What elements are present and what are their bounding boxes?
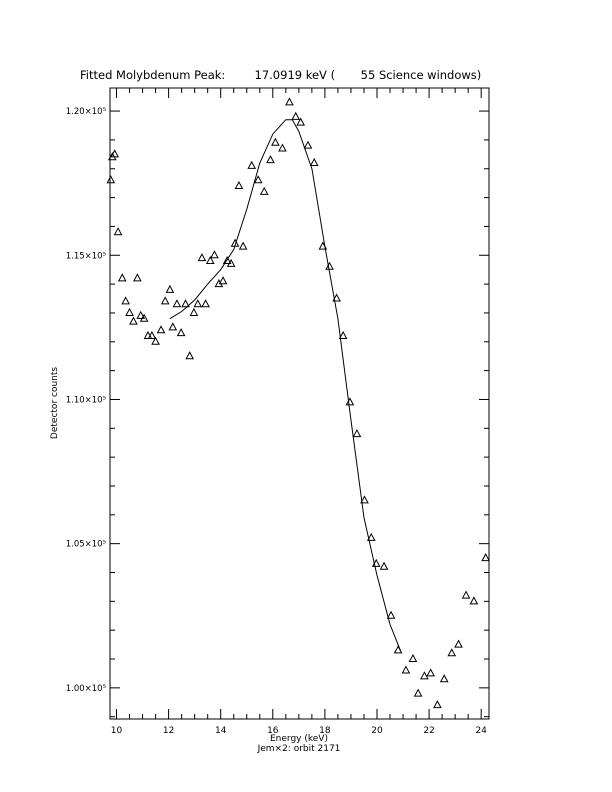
data-point: [318, 241, 328, 250]
data-point: [113, 227, 123, 236]
x-tick-label: 18: [319, 726, 331, 736]
data-point: [454, 639, 463, 648]
data-point: [420, 671, 429, 680]
data-point: [433, 700, 442, 709]
data-point: [278, 143, 287, 152]
data-point: [408, 653, 418, 663]
data-point: [393, 645, 403, 654]
data-point: [110, 149, 120, 158]
data-point: [386, 610, 396, 619]
data-point: [121, 296, 130, 305]
chart-title: Fitted Molybdenum Peak: 17.0919 keV ( 55…: [80, 68, 481, 82]
data-point: [366, 532, 376, 541]
data-point: [226, 258, 236, 267]
y-tick-label: 1.10×10⁵: [66, 395, 106, 405]
data-point: [352, 429, 362, 438]
data-point: [129, 316, 138, 325]
data-point: [439, 674, 449, 683]
data-point: [201, 299, 210, 308]
data-point: [136, 310, 146, 319]
data-point: [271, 137, 280, 146]
data-point: [247, 160, 257, 169]
data-point: [139, 313, 149, 322]
data-point: [222, 255, 232, 265]
data-point: [338, 330, 348, 340]
x-tick-label: 24: [475, 726, 487, 736]
data-point: [168, 322, 178, 331]
data-point: [303, 140, 313, 149]
data-point: [461, 590, 471, 599]
y-tick-label: 1.05×10⁵: [66, 540, 106, 550]
data-point: [285, 97, 294, 106]
data-point: [176, 328, 186, 337]
data-point: [413, 688, 423, 697]
data-point: [469, 596, 479, 605]
data-point: [189, 307, 199, 316]
y-tick-label: 1.00×10⁵: [66, 684, 106, 694]
data-point: [172, 299, 182, 308]
data-point: [117, 273, 127, 282]
x-axis-label: Energy (keV): [270, 734, 328, 744]
data-point: [234, 180, 244, 190]
x-tick-label: 16: [267, 726, 279, 736]
data-point: [401, 665, 411, 674]
data-point: [133, 273, 142, 282]
data-point: [181, 299, 190, 308]
y-tick-label: 1.15×10⁵: [66, 251, 106, 261]
data-point: [210, 250, 219, 259]
data-point: [345, 397, 355, 406]
data-point: [230, 238, 240, 247]
data-point: [371, 558, 381, 567]
x-tick-label: 12: [163, 726, 174, 736]
data-point: [360, 495, 369, 504]
chart-subtitle: Jem×2: orbit 2171: [257, 744, 341, 754]
data-point: [147, 330, 157, 340]
data-point: [332, 293, 341, 302]
plot-frame: [109, 87, 490, 720]
x-tick-label: 14: [215, 726, 227, 736]
data-point: [447, 648, 457, 657]
data-point: [151, 336, 160, 345]
data-point: [106, 175, 116, 184]
data-point: [218, 276, 228, 285]
data-point: [266, 155, 275, 164]
data-point: [160, 296, 170, 305]
data-point: [238, 241, 248, 250]
data-point: [193, 299, 203, 308]
x-tick-label: 20: [371, 726, 383, 736]
x-tick-label: 10: [111, 726, 123, 736]
y-axis-label: Detector counts: [50, 367, 60, 439]
fit-curve: [169, 119, 401, 651]
data-point: [309, 157, 319, 166]
x-tick-labels: 10 12 14 16 18 20 22 24: [111, 726, 487, 736]
x-tick-label: 22: [423, 726, 434, 736]
data-point: [426, 668, 435, 677]
data-points: [106, 97, 490, 709]
data-point: [325, 261, 334, 270]
data-point: [125, 307, 134, 316]
data-point: [291, 111, 301, 120]
y-tick-label: 1.20×10⁵: [66, 107, 106, 117]
data-point: [165, 284, 175, 293]
data-point: [379, 561, 389, 570]
data-point: [205, 255, 215, 265]
y-tick-labels: 1.00×10⁵ 1.05×10⁵ 1.10×10⁵ 1.15×10⁵ 1.20×10⁵: [66, 107, 106, 694]
data-point: [481, 553, 490, 562]
data-point: [185, 351, 195, 360]
data-point: [253, 175, 263, 184]
data-point: [296, 117, 306, 126]
data-point: [259, 186, 269, 195]
data-point: [156, 325, 166, 334]
data-point: [197, 253, 207, 262]
axis-ticks: [110, 88, 489, 719]
